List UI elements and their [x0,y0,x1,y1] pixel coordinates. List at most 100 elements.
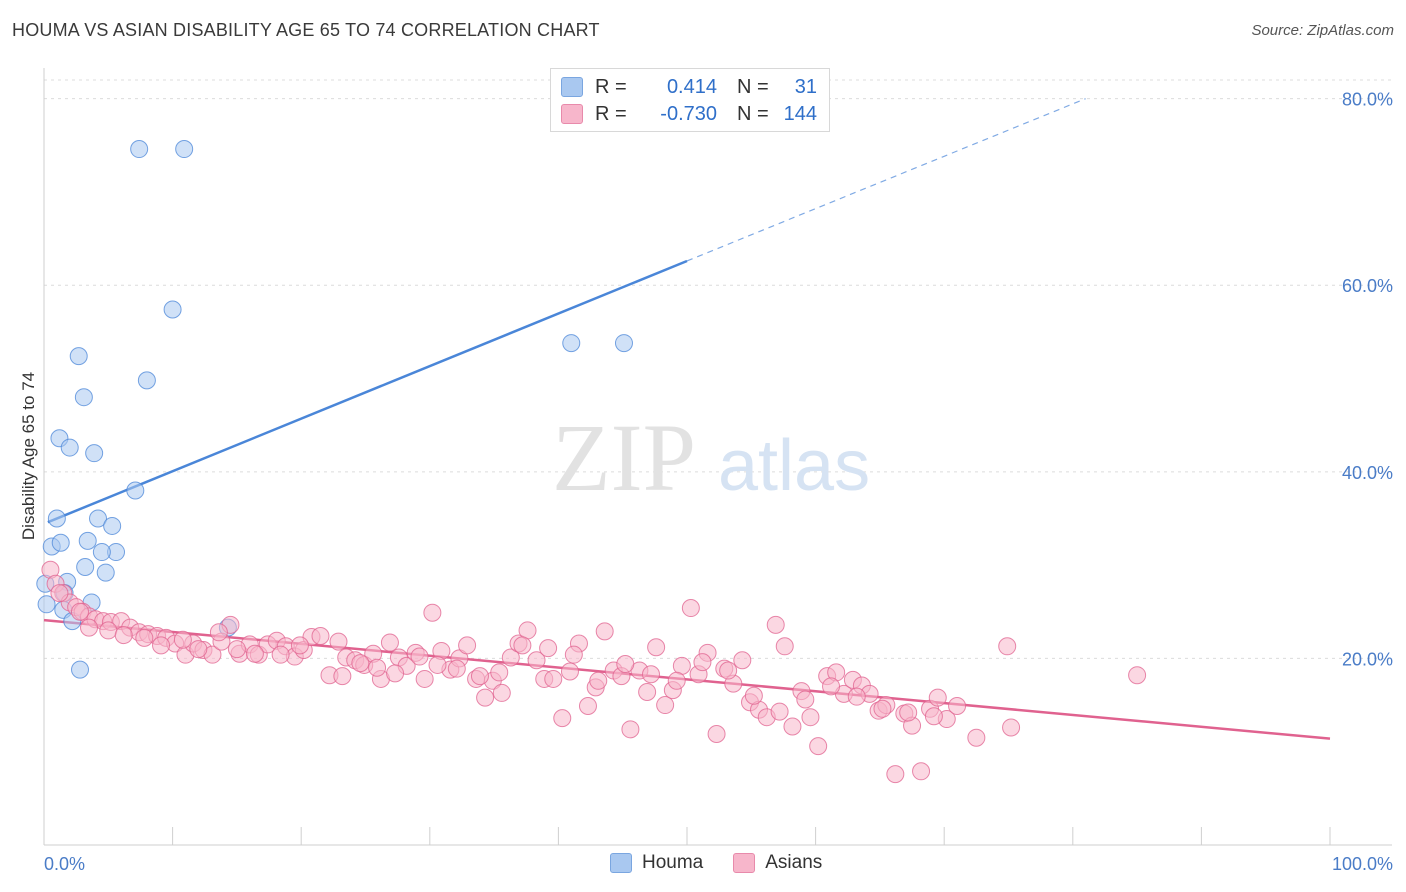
legend-r-value: -0.730 [660,102,717,125]
point-asians [1128,666,1147,685]
point-asians [311,627,330,646]
point-asians [744,686,763,705]
point-houma [130,140,149,159]
point-houma [78,531,97,550]
trend-line-asians [43,618,1331,740]
point-asians [560,662,579,681]
series-legend-houma: Houma [610,852,703,874]
point-asians [873,699,892,718]
point-asians [783,717,802,736]
point-asians [672,656,691,675]
point-houma [126,481,145,500]
legend-r-label: R = [595,102,627,125]
series-label-asians: Asians [765,852,823,873]
point-asians [693,653,712,672]
point-asians [948,696,967,715]
point-asians [733,651,752,670]
point-houma [137,371,156,390]
point-asians [227,640,246,659]
point-asians [329,632,348,651]
point-asians [647,638,666,657]
point-asians [513,636,532,655]
point-asians [564,645,583,664]
point-asians [822,677,841,696]
point-asians [470,667,489,686]
legend-n-label: N = [737,75,769,98]
series-asians [41,560,1147,784]
point-asians [447,659,466,678]
point-asians [775,637,794,656]
point-asians [998,637,1017,656]
watermark: ZIP atlas [552,404,870,511]
point-asians [333,667,352,686]
point-houma [163,300,182,319]
point-asians [114,626,133,645]
point-asians [667,671,686,690]
y-axis-label: Disability Age 65 to 74 [19,372,38,540]
y-tick-label: 60.0% [1342,276,1393,296]
point-asians [578,696,597,715]
point-asians [801,708,820,727]
data-points [36,140,1147,784]
point-houma [74,388,93,407]
series-label-houma: Houma [642,852,704,873]
point-asians [380,633,399,652]
point-asians [386,664,405,683]
trend-lines [43,98,1331,740]
legend-n-value: 31 [794,75,817,98]
series-swatch-houma [610,853,632,873]
point-asians [553,709,572,728]
chart-source: Source: ZipAtlas.com [1251,22,1394,39]
point-houma [92,543,111,562]
point-asians [589,671,608,690]
chart-title: HOUMA VS ASIAN DISABILITY AGE 65 TO 74 C… [12,20,600,40]
legend-r-label: R = [595,75,627,98]
watermark-atlas: atlas [718,426,870,506]
point-houma [76,557,95,576]
series-houma [36,140,633,679]
point-asians [924,707,943,726]
point-asians [476,688,495,707]
legend-r-value: 0.414 [666,75,717,98]
point-asians [1002,718,1021,737]
point-asians [912,762,931,781]
point-houma [85,444,104,463]
point-asians [719,661,738,680]
point-asians [847,687,866,706]
point-asians [681,599,700,618]
watermark-zip: ZIP [552,404,696,511]
point-houma [71,660,90,679]
point-asians [410,647,429,666]
point-asians [50,584,69,603]
point-asians [809,737,828,756]
axes [43,68,1392,846]
point-asians [707,724,726,743]
legend-row-houma: R = 0.414 N = 31 [561,74,817,100]
point-asians [492,683,511,702]
point-houma [89,509,108,528]
point-asians [209,623,228,642]
legend-n-value: 144 [783,102,817,125]
point-houma [60,438,79,457]
point-asians [271,645,290,664]
point-asians [621,720,640,739]
point-asians [766,615,785,634]
legend-row-asians: R = -0.730 N = 144 [561,101,817,127]
point-asians [616,655,635,674]
tick-labels: 20.0% 40.0% 60.0% 80.0% 0.0% 100.0% [44,90,1393,874]
point-asians [770,702,789,721]
point-houma [37,595,56,614]
point-asians [544,669,563,688]
x-tick-label: 100.0% [1332,854,1393,874]
point-asians [899,703,918,722]
point-asians [539,639,558,658]
point-asians [80,618,99,637]
point-houma [51,533,70,552]
point-asians [641,665,660,684]
y-tick-label: 40.0% [1342,463,1393,483]
y-tick-label: 80.0% [1342,90,1393,110]
grid-lines [44,79,1392,659]
point-asians [173,630,192,649]
point-asians [189,640,208,659]
series-legend: Houma Asians [610,852,852,874]
